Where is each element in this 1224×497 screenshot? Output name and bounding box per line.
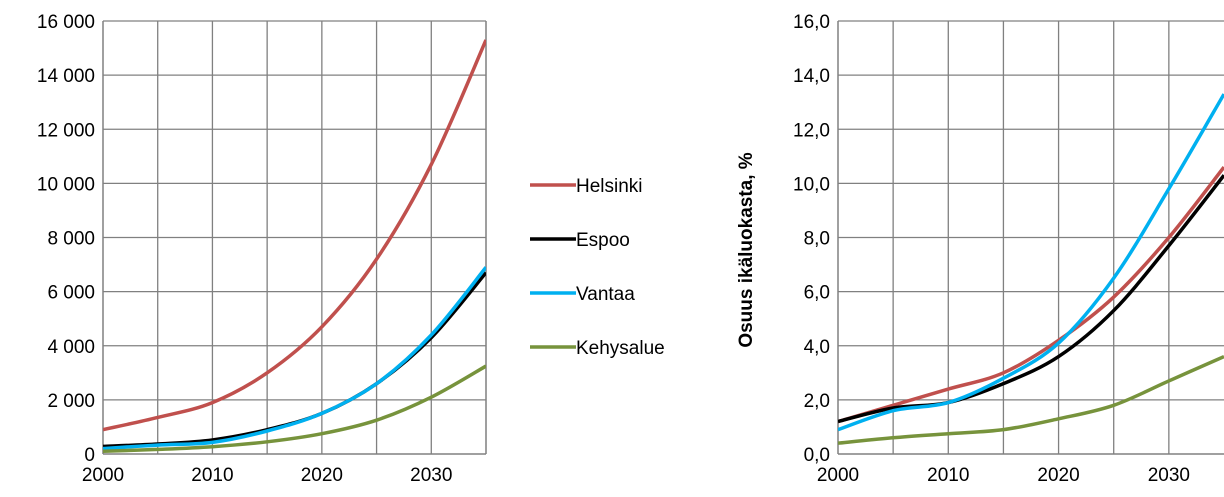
right-series-vantaa	[838, 93, 1224, 432]
right-x-tick-label: 2010	[927, 465, 969, 486]
right-y-tick-label: 4,0	[804, 337, 830, 358]
right-x-tick-label: 2020	[1037, 465, 1079, 486]
left-chart: 0 2 000 4 000 6 000 8 000 10 000 12 000 14 000 1…	[37, 12, 487, 486]
legend-label-kehysalue: Kehysalue	[576, 338, 665, 359]
left-y-tick-label: 6 000	[47, 283, 95, 304]
right-series-espoo	[838, 174, 1224, 424]
right-y-tick-label: 12,0	[793, 120, 830, 141]
left-y-tick-label: 10 000	[37, 174, 95, 195]
right-chart-y-axis-title: Osuus ikäluokasta, %	[736, 152, 757, 347]
right-y-tick-label: 6,0	[804, 283, 830, 304]
right-y-tick-label: 0,0	[804, 445, 830, 466]
left-series-vantaa	[103, 266, 486, 451]
right-y-tick-label: 2,0	[804, 391, 830, 412]
left-y-tick-label: 4 000	[47, 337, 95, 358]
left-x-tick-label: 2030	[410, 465, 452, 486]
right-series-helsinki	[838, 166, 1224, 424]
legend-label-helsinki: Helsinki	[576, 176, 643, 197]
right-chart: 0,0 2,0 4,0 6,0 8,0 10,0 12,0 14,0 16,0 2000 2010 2…	[793, 12, 1224, 486]
legend-label-espoo: Espoo	[576, 230, 630, 251]
left-y-tick-label: 0	[84, 445, 95, 466]
right-y-tick-label: 8,0	[804, 229, 830, 250]
left-series-kehysalue	[103, 364, 486, 454]
left-y-tick-label: 14 000	[37, 66, 95, 87]
left-x-tick-label: 2000	[82, 465, 124, 486]
left-series-espoo	[103, 271, 486, 449]
right-x-tick-label: 2000	[817, 465, 859, 486]
left-y-tick-label: 8 000	[47, 229, 95, 250]
right-y-tick-label: 16,0	[793, 12, 830, 33]
legend: Helsinki Espoo Vantaa Kehysalue	[530, 176, 665, 359]
right-y-tick-label: 14,0	[793, 66, 830, 87]
legend-label-vantaa: Vantaa	[576, 284, 635, 305]
right-x-tick-label: 2030	[1148, 465, 1190, 486]
left-y-tick-label: 2 000	[47, 391, 95, 412]
left-y-tick-label: 12 000	[37, 120, 95, 141]
left-x-tick-label: 2020	[301, 465, 343, 486]
left-x-tick-label: 2010	[191, 465, 233, 486]
left-y-tick-label: 16 000	[37, 12, 95, 33]
right-y-tick-label: 10,0	[793, 174, 830, 195]
right-series-kehysalue	[838, 354, 1224, 445]
left-series-helsinki	[103, 39, 486, 432]
